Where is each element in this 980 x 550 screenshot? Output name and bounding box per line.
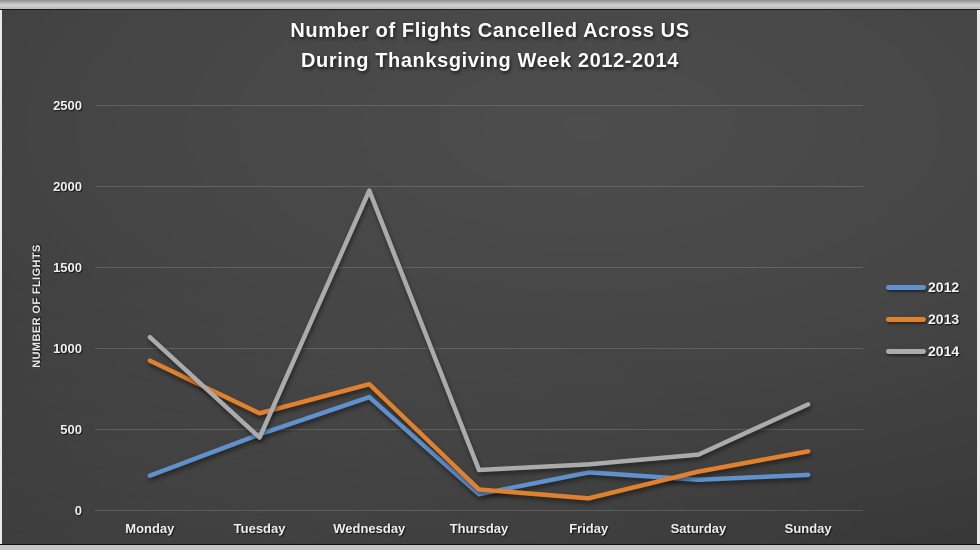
x-category-label: Wednesday <box>333 521 406 536</box>
x-category-label: Monday <box>125 521 175 536</box>
y-tick-label: 0 <box>74 502 82 518</box>
frame-top <box>0 0 980 10</box>
legend-item-2012: 2012 <box>886 279 959 295</box>
legend-label: 2013 <box>928 311 960 327</box>
legend: 2012 2013 2014 <box>886 279 959 375</box>
series-line-2014 <box>147 188 811 473</box>
y-tick-label: 1000 <box>53 340 82 356</box>
frame-left <box>0 10 2 544</box>
legend-label: 2014 <box>928 343 960 359</box>
series-line-2013 <box>147 358 811 501</box>
legend-label: 2012 <box>928 279 960 295</box>
x-category-label: Sunday <box>784 521 832 536</box>
y-tick-label: 2500 <box>53 97 82 113</box>
legend-line-swatch <box>886 284 926 290</box>
frame-bottom <box>0 544 980 550</box>
x-category-label: Saturday <box>670 521 727 536</box>
chart-title-line2: During Thanksgiving Week 2012-2014 <box>301 50 679 72</box>
legend-item-2014: 2014 <box>886 343 959 359</box>
frame-right <box>977 10 980 544</box>
x-category-label: Thursday <box>449 521 509 536</box>
plot-background <box>2 10 977 544</box>
legend-line-swatch <box>886 316 926 322</box>
chart-title-line1: Number of Flights Cancelled Across US <box>290 20 690 42</box>
series-line-2012 <box>147 394 811 497</box>
legend-line-swatch <box>886 348 926 354</box>
x-category-label: Friday <box>569 521 609 536</box>
legend-item-2013: 2013 <box>886 311 959 327</box>
y-tick-label: 2000 <box>53 178 82 194</box>
y-tick-label: 500 <box>60 421 82 437</box>
y-tick-label: 1500 <box>53 259 82 275</box>
x-category-label: Tuesday <box>233 521 286 536</box>
chart-title: Number of Flights Cancelled Across US Du… <box>0 16 980 76</box>
